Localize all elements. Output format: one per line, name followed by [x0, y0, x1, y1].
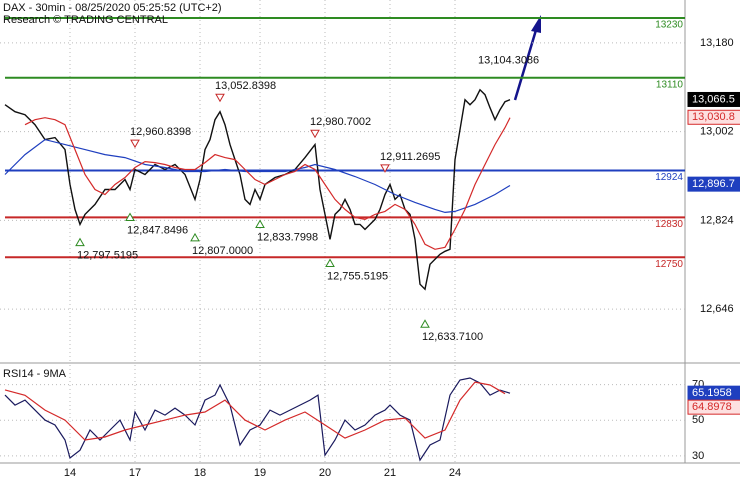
y-tick-label: 13,002	[700, 126, 734, 138]
level-label: 12830	[655, 219, 683, 230]
price-badge	[687, 176, 740, 192]
price-badge-label: 12,896.7	[692, 178, 735, 190]
x-tick-label: 24	[449, 467, 461, 479]
y-tick-label: 30	[692, 450, 704, 462]
level-label: 12750	[655, 259, 683, 270]
price-badge-label: 13,030.8	[692, 111, 735, 123]
series-line	[24, 117, 511, 250]
x-tick-label: 14	[64, 467, 76, 479]
y-tick-label: 50	[692, 414, 704, 426]
chart-subtitle: Research © TRADING CENTRAL	[3, 14, 168, 26]
level-label: 13230	[655, 20, 683, 31]
low-label: 12,833.7998	[257, 231, 318, 243]
low-label: 12,797.5195	[77, 250, 138, 262]
low-marker	[255, 219, 265, 229]
price-badge-label: 64.8978	[692, 401, 732, 413]
low-marker	[325, 258, 335, 268]
projection-arrow	[513, 15, 541, 101]
series-line	[4, 138, 511, 214]
level-label: 13110	[656, 79, 684, 90]
high-marker	[380, 164, 390, 173]
low-marker	[75, 237, 85, 247]
price-badge-label: 65.1958	[692, 387, 732, 399]
y-tick-label: 13,180	[700, 37, 734, 49]
rsi-title: RSI14 - 9MA	[3, 368, 67, 380]
series-line	[4, 381, 506, 441]
x-tick-label: 21	[384, 467, 396, 479]
y-tick-label: 12,824	[700, 214, 734, 226]
high-marker	[310, 129, 320, 139]
high-label: 12,980.7002	[310, 116, 371, 128]
y-tick-label: 12,646	[700, 303, 734, 315]
chart-title: DAX - 30min - 08/25/2020 05:25:52 (UTC+2…	[3, 2, 222, 14]
low-label: 12,847.8496	[127, 224, 188, 236]
low-label: 12,807.0000	[192, 245, 253, 257]
price-badge	[687, 109, 740, 125]
low-marker	[420, 319, 430, 328]
series-line	[4, 377, 511, 462]
x-tick-label: 17	[129, 467, 141, 479]
high-label: 12,960.8398	[130, 126, 191, 138]
price-badge	[687, 399, 740, 415]
series-line	[4, 88, 511, 291]
high-marker	[130, 139, 140, 149]
x-tick-label: 20	[319, 467, 331, 479]
low-marker	[190, 232, 200, 242]
peak-label: 13,104.3086	[478, 55, 539, 67]
price-badge	[687, 91, 740, 107]
low-label: 12,633.7100	[422, 331, 483, 343]
x-tick-label: 18	[194, 467, 206, 479]
high-label: 12,911.2695	[380, 151, 440, 163]
level-label: 12924	[655, 172, 683, 183]
low-label: 12,755.5195	[327, 270, 388, 282]
high-label: 13,052.8398	[215, 80, 276, 92]
high-marker	[215, 93, 225, 103]
x-tick-label: 19	[254, 467, 266, 479]
price-badge-label: 13,066.5	[692, 93, 735, 105]
low-marker	[125, 212, 135, 221]
